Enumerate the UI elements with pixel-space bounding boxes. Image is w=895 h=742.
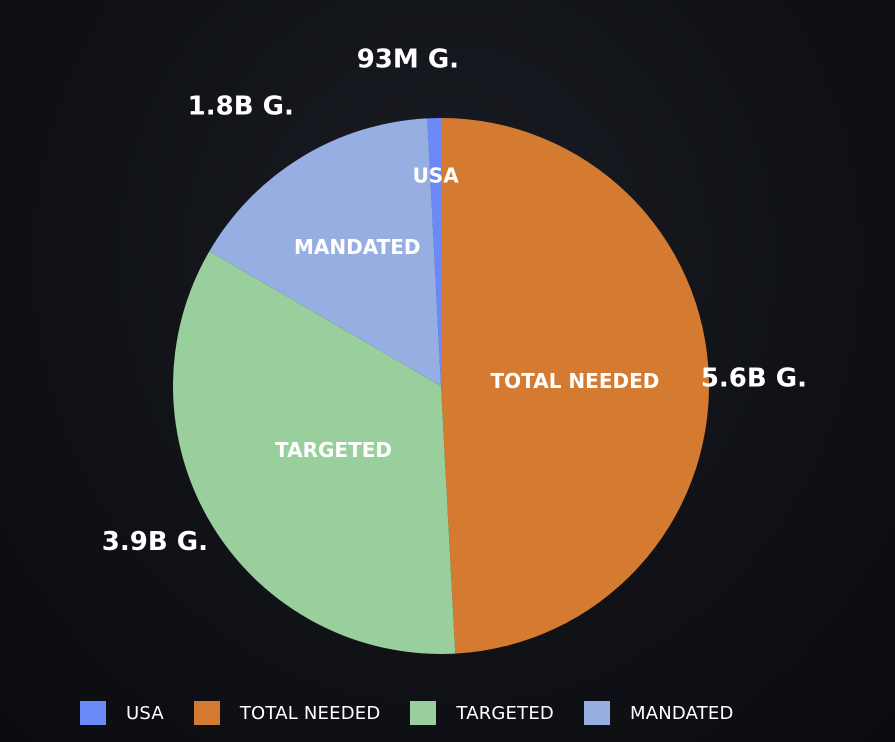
legend-item-total-needed[interactable]: TOTAL NEEDED [193,701,381,725]
legend-swatch-usa [80,701,106,725]
legend-label-mandated: MANDATED [629,702,734,724]
pie-slice-mandated[interactable] [209,118,441,386]
value-label-usa: 93M G. [357,44,459,74]
value-label-targeted: 3.9B G. [102,527,208,557]
legend-item-usa[interactable]: USA [80,701,164,725]
pie-slice-targeted[interactable] [173,251,456,654]
legend-swatch-total-needed [193,701,220,725]
pie-chart: USA TOTAL NEEDED TARGETED MANDATED 93M G. 5.6… [102,44,807,654]
slice-label-total-needed: TOTAL NEEDED [491,369,660,393]
legend-label-usa: USA [126,702,164,724]
legend-swatch-targeted [410,701,437,725]
slice-label-targeted: TARGETED [275,438,392,462]
slice-label-usa: USA [413,164,460,188]
slice-label-mandated: MANDATED [294,235,421,259]
legend-swatch-mandated [583,701,610,725]
pie-slice-total-needed[interactable] [441,118,709,654]
chart-legend: USA TOTAL NEEDED TARGETED MANDATED [80,698,764,728]
value-label-total-needed: 5.6B G. [701,363,807,393]
legend-item-mandated[interactable]: MANDATED [583,701,734,725]
legend-label-targeted: TARGETED [456,702,554,724]
legend-label-total-needed: TOTAL NEEDED [239,702,381,724]
value-label-mandated: 1.8B G. [188,91,294,121]
legend-item-targeted[interactable]: TARGETED [410,701,554,725]
pie-slice-usa[interactable] [427,118,441,386]
